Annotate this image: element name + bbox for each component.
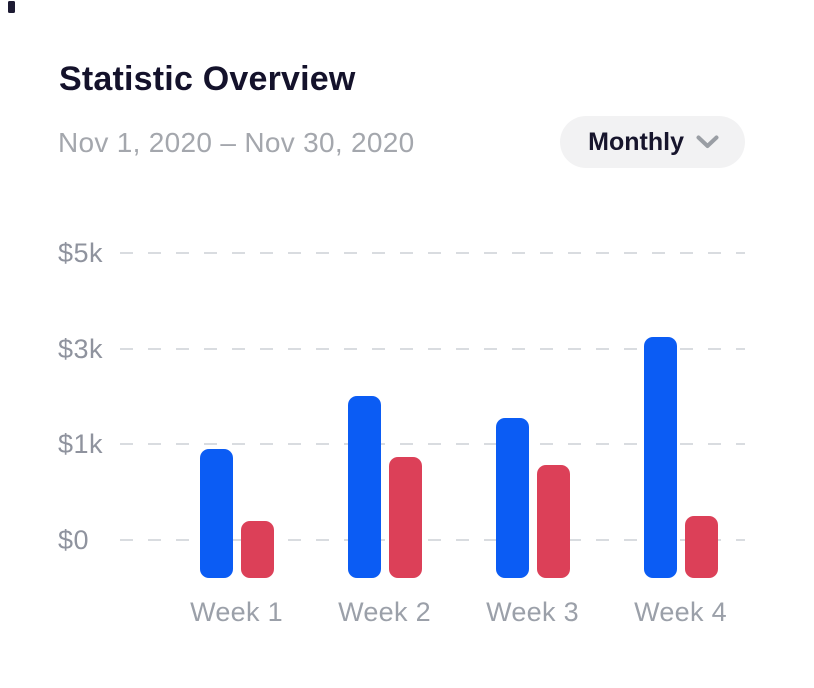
- y-axis-tick-label: $3k: [58, 333, 104, 364]
- bar-week2-red[interactable]: [388, 457, 422, 578]
- y-axis-tick-label: $5k: [58, 238, 104, 268]
- gridline: [120, 539, 745, 541]
- x-axis-category-label: Week 4: [634, 597, 727, 627]
- gridline: [120, 347, 745, 350]
- bar-week2-blue[interactable]: [347, 396, 381, 578]
- x-axis-category-label: Week 1: [190, 597, 283, 627]
- y-axis-tick-label: $0: [58, 525, 90, 555]
- x-axis-category-label: Week 3: [486, 597, 579, 627]
- x-axis-category-label: Week 2: [338, 597, 431, 627]
- date-range-label: Nov 1, 2020 – Nov 30, 2020: [58, 127, 415, 158]
- bar-week1-red[interactable]: [240, 521, 274, 578]
- gridline: [120, 443, 745, 446]
- bar-week4-red[interactable]: [684, 516, 718, 578]
- y-axis-tick-label: $1k: [58, 429, 104, 460]
- bar-week4-blue[interactable]: [643, 337, 677, 578]
- page-title: Statistic Overview: [59, 60, 356, 98]
- chevron-down-icon: [696, 135, 719, 149]
- period-selector-label: Monthly: [588, 127, 684, 156]
- bar-week1-blue[interactable]: [199, 449, 233, 578]
- gridline: [120, 252, 745, 254]
- bar-week3-blue[interactable]: [495, 418, 529, 578]
- bar-week3-red[interactable]: [536, 465, 570, 578]
- period-selector-button[interactable]: Monthly: [560, 116, 745, 168]
- corner-fragment: [8, 1, 15, 13]
